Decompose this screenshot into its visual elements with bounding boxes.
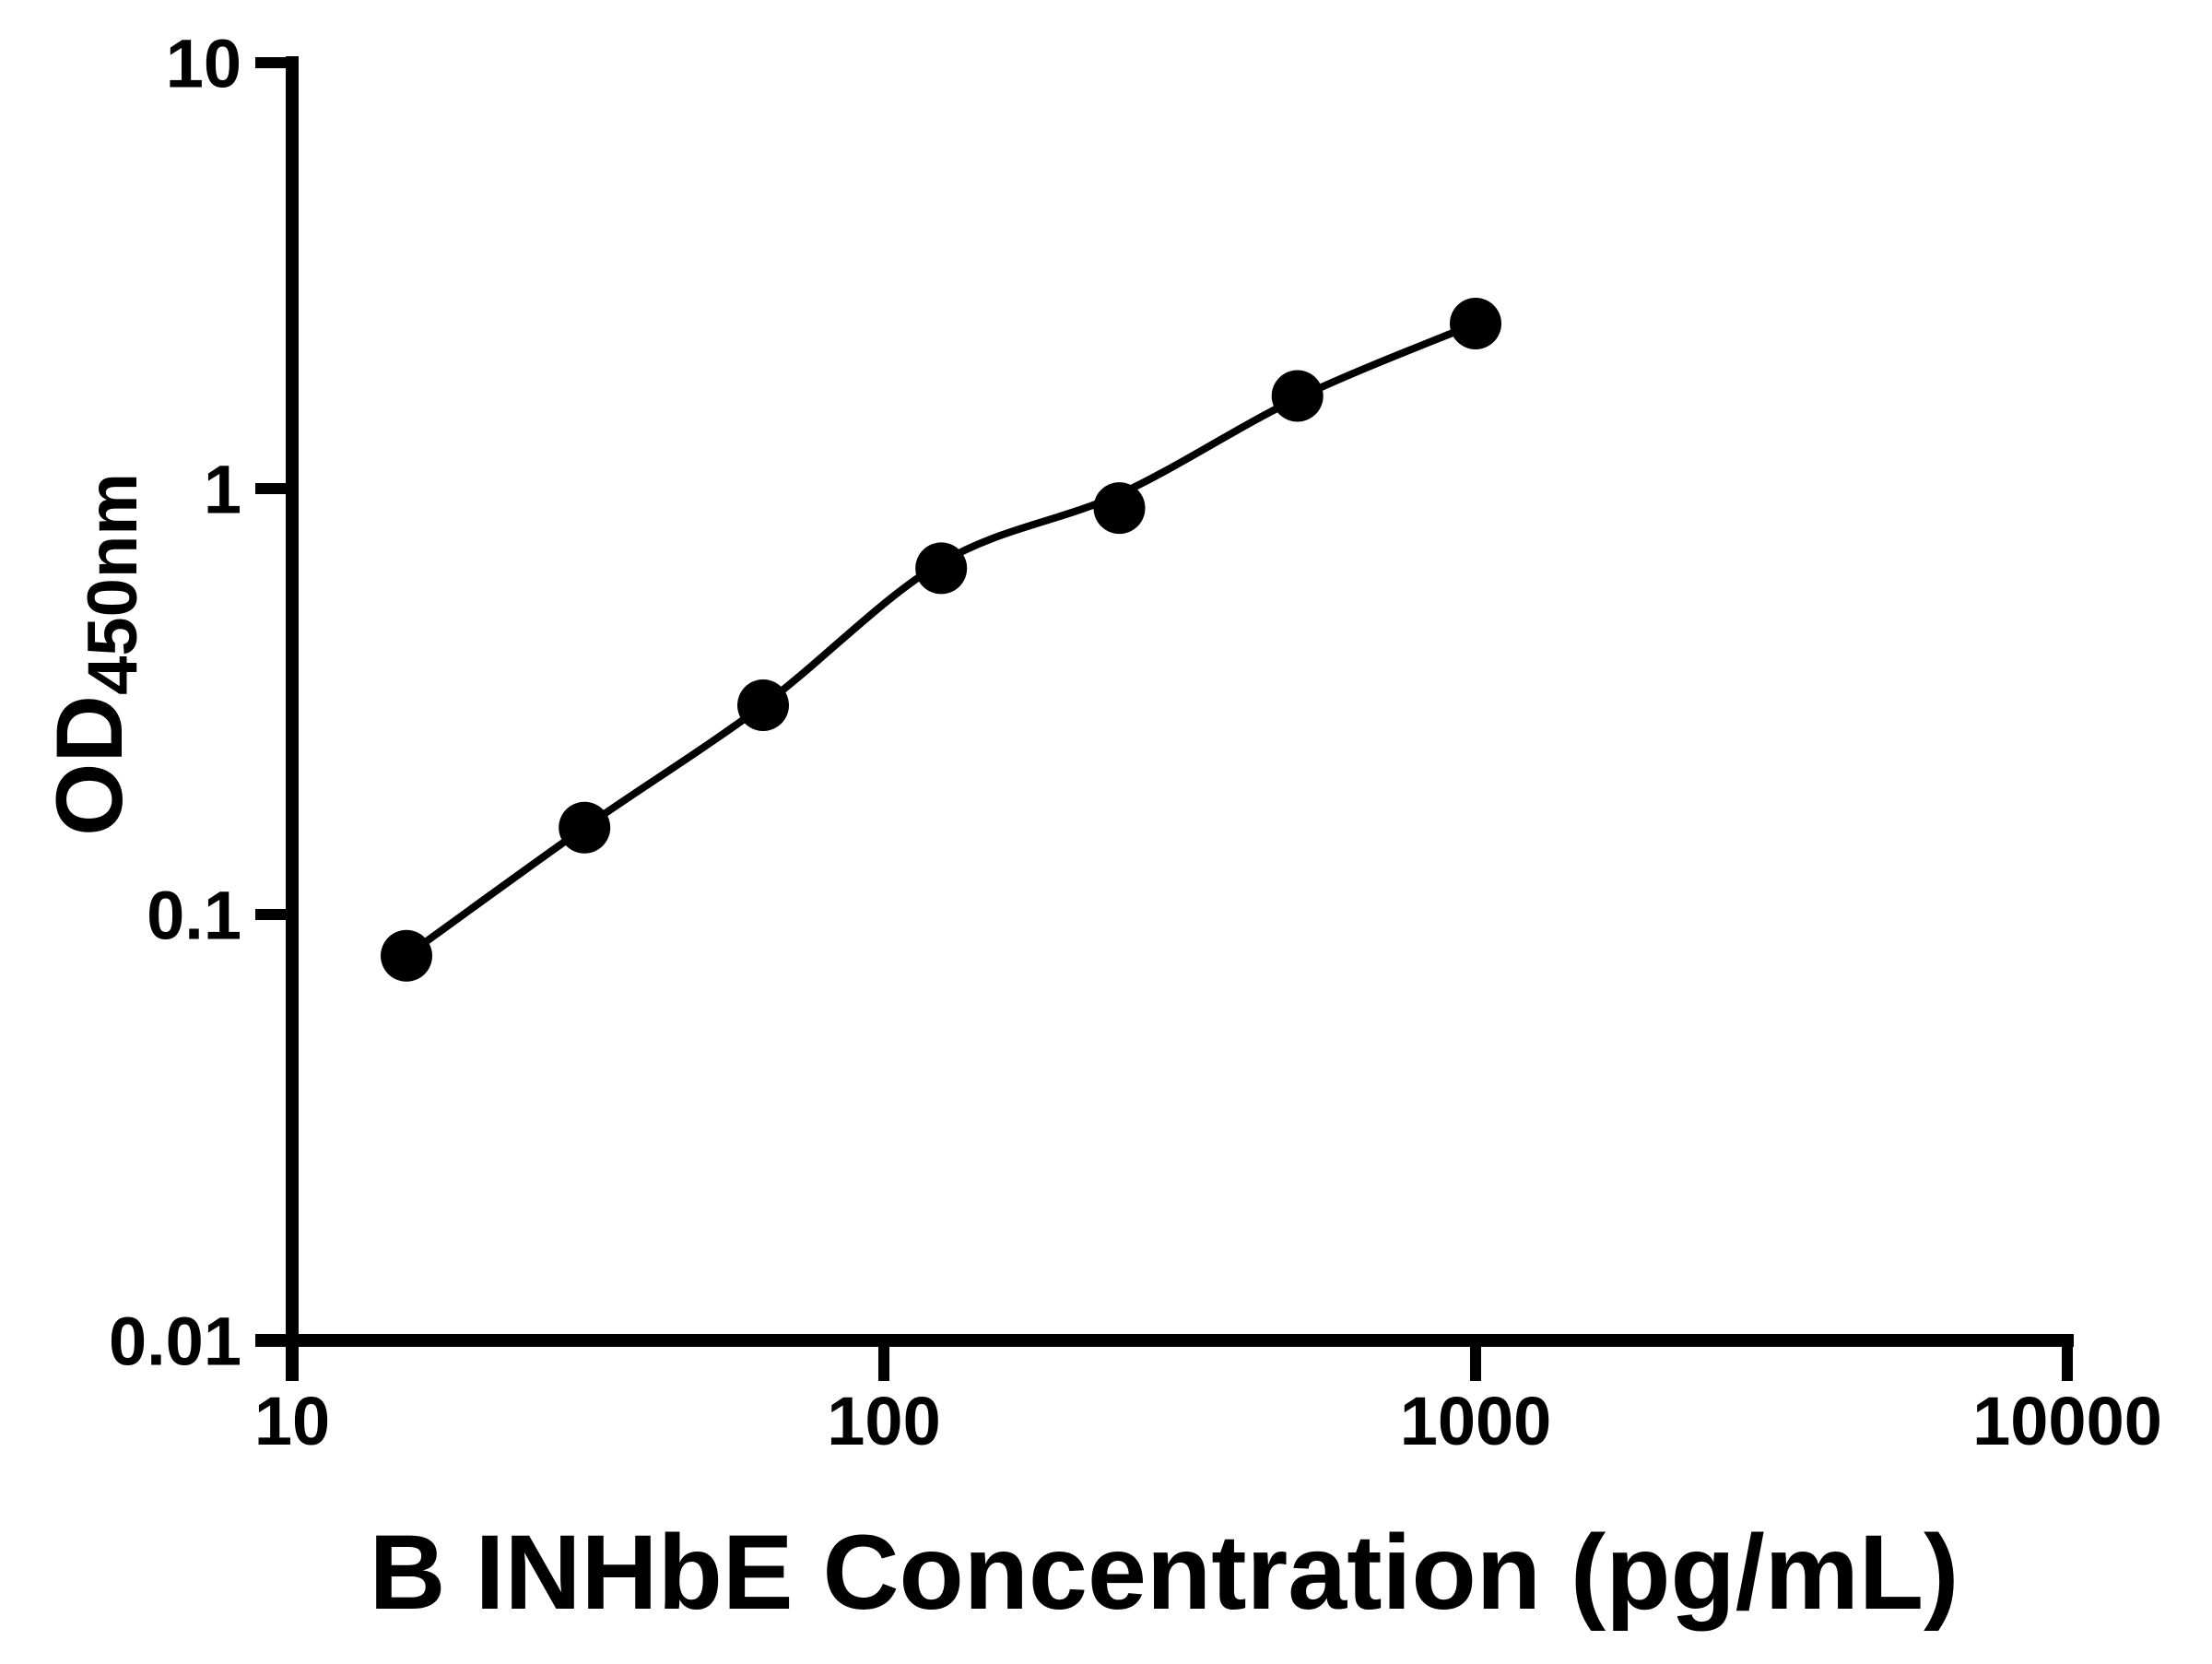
y-axis-title: OD450nm [37,473,152,836]
fitted-curve-line [403,320,1479,960]
x-tick-label: 1000 [1400,1383,1552,1459]
data-point [1450,298,1501,349]
x-tick-label: 10 [254,1383,330,1459]
x-tick-label: 100 [827,1383,940,1459]
data-point [1271,370,1324,422]
data-points [381,298,1501,982]
axis-ticks [255,57,2073,1381]
y-tick-label: 0.1 [147,878,241,954]
data-point [381,929,432,982]
x-tick-label: 10000 [1972,1383,2162,1459]
y-axis-title-main: OD [37,695,142,836]
data-point [1093,482,1146,535]
y-tick-label: 10 [166,26,241,102]
x-axis-title: B INHbE Concentration (pg/mL) [370,1514,1959,1632]
data-point [915,542,968,595]
data-point [559,801,611,854]
data-point [737,679,789,731]
y-axis-title-subscript: 450nm [74,473,152,695]
y-tick-label: 1 [204,452,241,528]
axes [255,56,2074,1381]
y-tick-label: 0.01 [109,1304,241,1380]
